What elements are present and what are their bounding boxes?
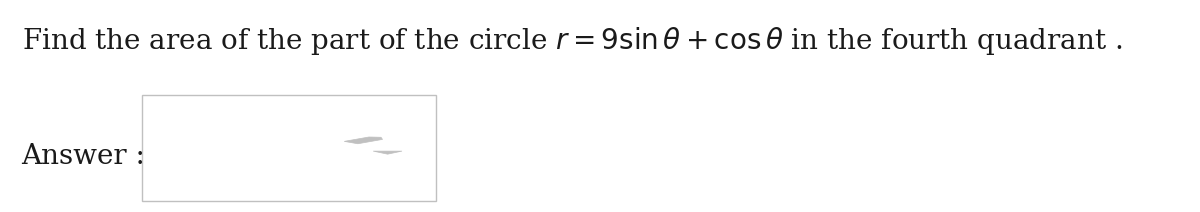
Text: Find the area of the part of the circle $r = 9\sin\theta + \cos\theta$ in the fo: Find the area of the part of the circle … <box>22 25 1122 57</box>
Bar <box>142 95 436 201</box>
Polygon shape <box>344 137 383 144</box>
Text: Answer :: Answer : <box>22 143 145 170</box>
Polygon shape <box>373 151 402 154</box>
